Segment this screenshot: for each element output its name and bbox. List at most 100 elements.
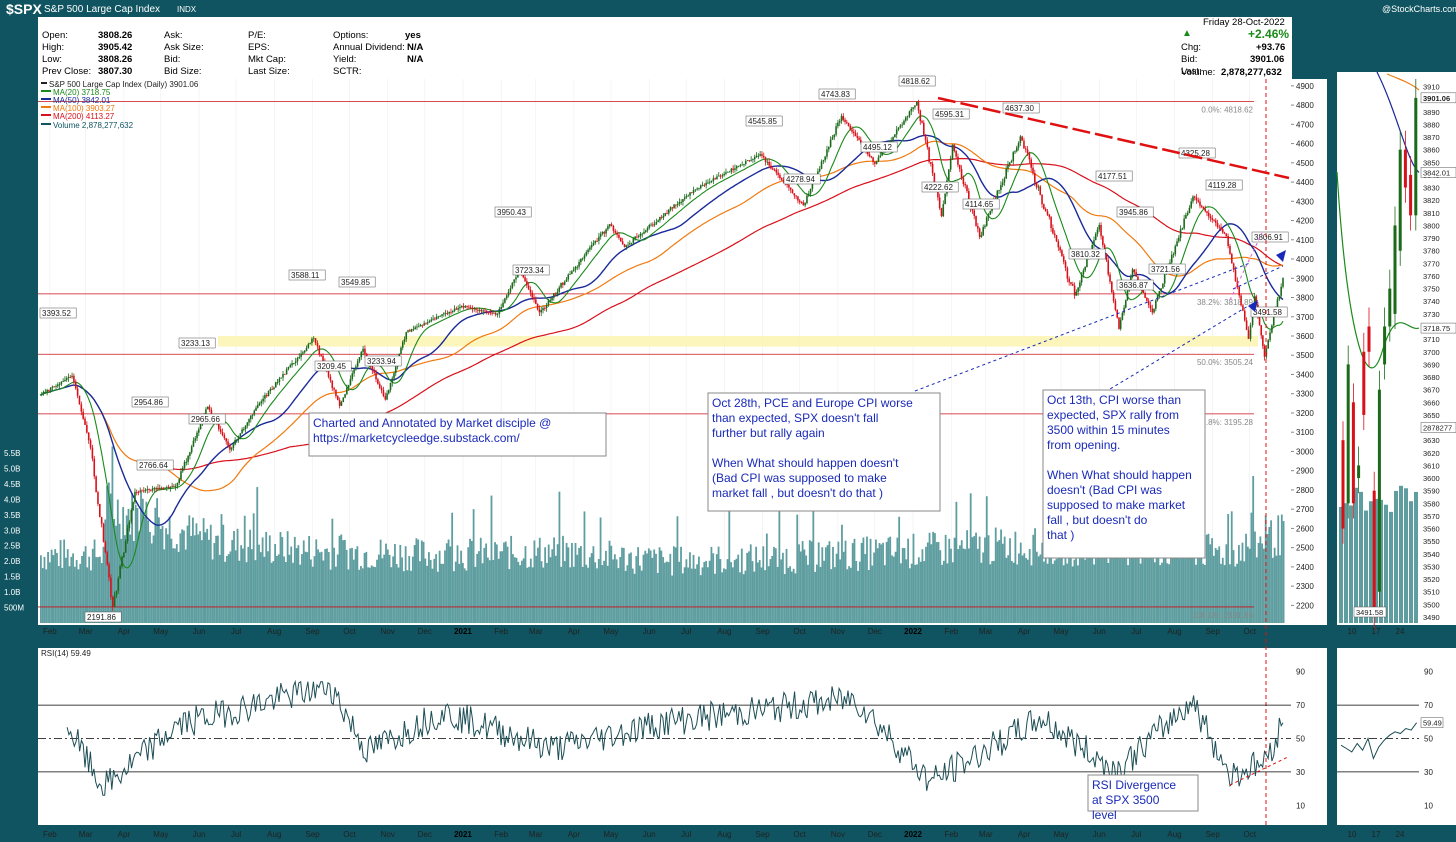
volume-bar [177,551,180,623]
candle-body [938,197,941,208]
volume-bar [603,560,606,623]
pivot-box [1250,306,1288,318]
high-label: High: [42,42,65,53]
candle-body [1082,270,1085,275]
candle-body [40,393,43,396]
volume-bar [581,566,584,623]
pivot-value: 2191.86 [87,613,116,622]
volume-bar [753,571,756,623]
candle-body [1179,228,1182,238]
x-tick-label: Oct [793,627,806,636]
volume-bar [882,542,884,623]
volume-bar [379,539,382,623]
volume-bar [424,558,427,623]
candle-body [412,329,415,331]
candle-body [311,338,313,344]
volume-bar [175,544,178,623]
volume-bar [1225,544,1228,623]
candle-body [761,154,763,156]
candle-body [267,391,270,397]
volume-bar [808,540,811,623]
pivot-label: 4495.12 [860,141,898,153]
volume-bar [1186,548,1188,623]
x-tick-label: Aug [717,627,731,636]
volume-bar [796,514,799,623]
volume-bar [726,559,729,623]
volume-bar [846,569,849,623]
volume-bar [1161,562,1163,623]
volume-bar [875,539,877,623]
mktcap-label: Mkt Cap: [248,54,287,65]
candle-body [824,156,826,161]
candle-body [457,308,459,310]
rsi-x-tick-label: Feb [944,830,958,839]
volume-bar [152,535,155,623]
candle-body [169,486,172,489]
rsi-x-tick-label: Sep [305,830,320,839]
volume-bar [490,495,493,623]
candle-body [1043,204,1045,209]
x-tick-label: Sep [755,627,770,636]
candle-body [87,432,90,441]
volume-bar [799,551,802,623]
candle-body [589,247,591,250]
x-tick-label: 2021 [454,627,472,636]
volume-bar [776,566,779,623]
volume-bar [390,567,393,623]
candle-body [1037,186,1040,188]
rsi-x-tick-label: Sep [1206,830,1221,839]
candle-body [899,125,902,128]
volume-bar [1246,546,1249,623]
candle-body [108,564,110,578]
zoom-candle-body [1341,440,1345,529]
pivot-value: 3233.13 [181,339,210,348]
price-tick-label: 4500 [1296,159,1314,168]
volume-bar [1035,551,1038,623]
volume-bar [428,552,430,623]
candle-body [892,137,894,141]
candle-body [1005,168,1007,179]
candle-body [230,448,233,450]
volume-bar [910,563,913,623]
price-tick-label: 3300 [1296,390,1314,399]
volume-bar [1053,560,1056,623]
volume-bar [352,559,355,623]
candle-body [1061,250,1063,257]
volume-bar [191,517,194,623]
candle-body [905,117,907,121]
zoom-candle-body [1409,174,1413,216]
volume-bar [526,567,529,623]
volume-bar [45,569,48,623]
zoom-rsi-x-tick: 10 [1348,830,1357,839]
oct28-note-line: (Bad CPI was supposed to make [712,471,887,485]
zoom-flag-box [1353,606,1387,618]
zoom-tick-label: 3810 [1423,209,1440,218]
main-axis-bg [1291,79,1327,625]
candle-body [594,240,597,244]
candle-body [144,489,147,491]
pivot-value: 3491.58 [1253,308,1282,317]
zoom-volume-bar [1364,510,1368,623]
pivot-value: 3549.85 [341,278,370,287]
volume-bar [839,559,842,623]
candle-body [185,461,188,463]
zoom-price-flag: 2878277 [1420,422,1456,433]
candle-body [1012,152,1015,162]
candle-body [121,557,123,567]
volume-bar [737,554,740,623]
volume-bar [588,557,591,623]
volume-bar [889,536,892,623]
candle-body [298,356,301,359]
candle-body [1142,288,1145,293]
x-tick-label: Nov [381,627,395,636]
candle-body [1121,312,1124,320]
volume-bar [263,556,266,623]
candle-body [356,361,359,367]
pivot-box [1251,231,1289,243]
volume-bar [324,548,327,623]
volume-bar [744,570,747,623]
volume-bar [438,550,441,623]
volume-bar [642,554,645,623]
candle-body [996,190,999,201]
volume-bar [1254,531,1256,623]
